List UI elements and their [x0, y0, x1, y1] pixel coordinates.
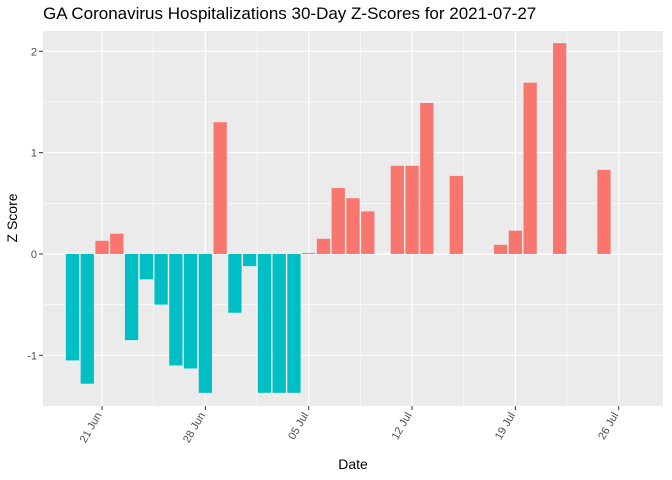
bar-2021-07-05 — [302, 252, 316, 254]
bar-2021-07-20 — [523, 82, 537, 254]
bar-2021-07-09 — [361, 211, 375, 254]
bar-2021-07-19 — [508, 230, 523, 254]
y-tick-label: -1 — [27, 350, 37, 362]
x-tick-label: 12 Jul — [390, 411, 415, 442]
x-axis-title: Date — [338, 456, 368, 472]
x-tick-label: 19 Jul — [493, 411, 518, 442]
bar-2021-07-25 — [597, 169, 611, 254]
bar-2021-07-08 — [346, 198, 360, 254]
bar-2021-07-22 — [553, 43, 567, 254]
chart-title: GA Coronavirus Hospitalizations 30-Day Z… — [43, 4, 537, 23]
bar-2021-06-28 — [198, 253, 213, 393]
bar-2021-07-03 — [272, 253, 286, 393]
bar-2021-07-12 — [405, 165, 419, 254]
bar-2021-06-24 — [139, 253, 153, 280]
bar-2021-07-02 — [257, 253, 272, 393]
bar-2021-07-13 — [420, 102, 434, 254]
bar-2021-06-19 — [65, 253, 80, 361]
bar-2021-06-29 — [213, 122, 227, 254]
bars — [65, 43, 611, 393]
bar-2021-06-20 — [80, 253, 94, 384]
y-tick-label: 2 — [31, 46, 37, 58]
x-tick-label: 28 Jun — [181, 411, 208, 446]
y-tick-label: 1 — [31, 148, 37, 160]
y-tick-label: 0 — [31, 249, 37, 261]
bar-2021-07-01 — [243, 253, 257, 267]
bar-2021-07-18 — [493, 244, 508, 254]
bar-2021-07-11 — [390, 165, 404, 254]
bar-2021-07-07 — [331, 188, 345, 254]
x-tick-label: 21 Jun — [78, 411, 105, 446]
bar-2021-07-04 — [287, 253, 301, 393]
bar-2021-06-25 — [154, 253, 168, 305]
bar-2021-06-30 — [228, 253, 242, 313]
bar-2021-06-23 — [124, 253, 139, 341]
bar-2021-06-22 — [110, 233, 124, 254]
x-tick-label: 05 Jul — [286, 411, 311, 442]
bar-2021-06-21 — [95, 240, 109, 254]
y-axis-title: Z Score — [4, 193, 20, 242]
bar-2021-06-26 — [169, 253, 183, 366]
x-tick-label: 26 Jul — [596, 411, 621, 442]
bar-2021-07-06 — [316, 238, 331, 254]
bar-2021-07-15 — [449, 175, 463, 254]
bar-2021-06-27 — [183, 253, 198, 369]
